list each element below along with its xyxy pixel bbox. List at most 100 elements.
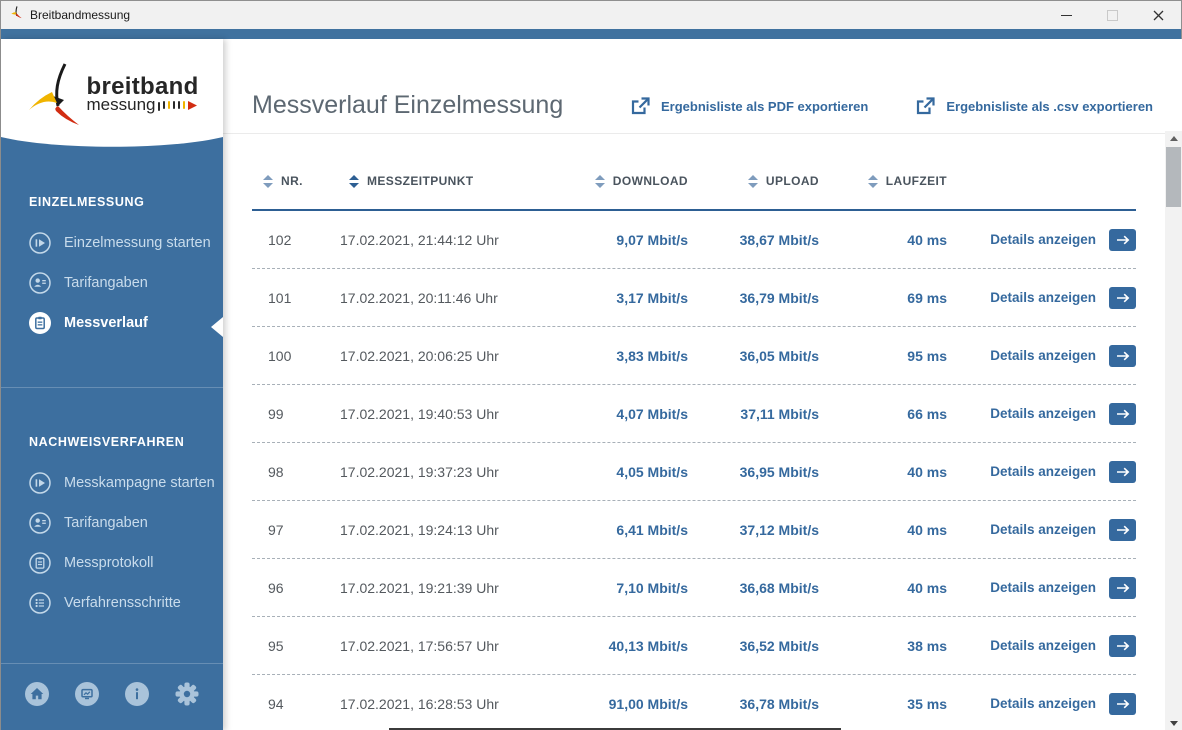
cell-messzeitpunkt: 17.02.2021, 19:24:13 Uhr (340, 521, 499, 538)
details-arrow-button[interactable] (1109, 634, 1136, 657)
details-link[interactable]: Details anzeigen (990, 696, 1096, 711)
table-body: 102 17.02.2021, 21:44:12 Uhr 9,07 Mbit/s… (252, 211, 1136, 730)
cell-upload: 37,12 Mbit/s (739, 521, 819, 538)
person-icon (29, 272, 51, 294)
sidebar-item-label: Messprotokoll (64, 555, 154, 571)
export-csv-link[interactable]: Ergebnisliste als .csv exportieren (914, 96, 1153, 116)
info-icon (125, 682, 149, 706)
cell-nr: 95 (268, 637, 284, 654)
arrow-right-icon (1116, 467, 1129, 476)
scrollbar-thumb[interactable] (1166, 147, 1181, 207)
logo-swoosh-icon (28, 63, 79, 125)
details-arrow-button[interactable] (1109, 286, 1136, 309)
sidebar-item-messverlauf[interactable]: Messverlauf (1, 303, 223, 343)
cell-laufzeit: 40 ms (907, 521, 947, 538)
table-row: 99 17.02.2021, 19:40:53 Uhr 4,07 Mbit/s … (252, 385, 1136, 443)
arrow-right-icon (1116, 583, 1129, 592)
settings-gear-icon (175, 682, 199, 706)
column-header-nr[interactable]: NR. (252, 174, 340, 188)
details-link[interactable]: Details anzeigen (990, 580, 1096, 595)
sidebar-item-tarifangaben-2[interactable]: Tarifangaben (1, 503, 223, 543)
sidebar-footer (1, 664, 223, 706)
table-row: 96 17.02.2021, 19:21:39 Uhr 7,10 Mbit/s … (252, 559, 1136, 617)
vertical-scrollbar (1165, 131, 1182, 730)
cell-laufzeit: 40 ms (907, 231, 947, 248)
cell-laufzeit: 40 ms (907, 579, 947, 596)
cell-upload: 36,79 Mbit/s (739, 289, 819, 306)
scrollbar-down-arrow[interactable] (1165, 716, 1182, 730)
details-link[interactable]: Details anzeigen (990, 638, 1096, 653)
export-pdf-label: Ergebnisliste als PDF exportieren (660, 98, 869, 114)
arrow-right-icon (1116, 525, 1129, 534)
cell-upload: 37,11 Mbit/s (740, 405, 819, 422)
monitor-button[interactable] (75, 682, 99, 706)
details-link[interactable]: Details anzeigen (990, 522, 1096, 537)
cell-messzeitpunkt: 17.02.2021, 21:44:12 Uhr (340, 231, 499, 248)
sidebar-item-verfahrensschritte[interactable]: Verfahrensschritte (1, 583, 223, 623)
details-arrow-button[interactable] (1109, 518, 1136, 541)
column-header-upload[interactable]: UPLOAD (710, 174, 841, 188)
cell-upload: 38,67 Mbit/s (739, 231, 819, 248)
cell-nr: 96 (268, 579, 284, 596)
column-header-laufzeit[interactable]: LAUFZEIT (841, 174, 969, 188)
details-arrow-button[interactable] (1109, 576, 1136, 599)
sort-icon (263, 174, 273, 188)
column-header-download[interactable]: DOWNLOAD (570, 174, 710, 188)
details-link[interactable]: Details anzeigen (990, 348, 1096, 363)
sidebar-item-label: Messverlauf (64, 315, 148, 331)
arrow-right-icon (1116, 351, 1129, 360)
info-button[interactable] (125, 682, 149, 706)
sidebar-item-einzelmessung-starten[interactable]: Einzelmessung starten (1, 223, 223, 263)
sidebar: breitband messung (1, 39, 223, 730)
export-icon (631, 97, 650, 115)
close-button[interactable] (1135, 1, 1181, 29)
home-icon (25, 682, 49, 706)
table-row: 101 17.02.2021, 20:11:46 Uhr 3,17 Mbit/s… (252, 269, 1136, 327)
sidebar-item-messkampagne-starten[interactable]: Messkampagne starten (1, 463, 223, 503)
export-icon (917, 97, 935, 115)
active-item-notch (211, 317, 223, 337)
maximize-button[interactable] (1089, 1, 1135, 29)
cell-download: 4,05 Mbit/s (616, 463, 688, 480)
page-header: Messverlauf Einzelmessung Ergebnisliste … (223, 39, 1182, 134)
cell-download: 3,83 Mbit/s (616, 347, 688, 364)
scrollbar-up-arrow[interactable] (1165, 131, 1182, 146)
page-title: Messverlauf Einzelmessung (252, 91, 564, 119)
arrow-right-icon (1116, 409, 1129, 418)
cell-nr: 99 (268, 405, 284, 422)
sidebar-item-messprotokoll[interactable]: Messprotokoll (1, 543, 223, 583)
sort-icon (594, 174, 605, 188)
cell-messzeitpunkt: 17.02.2021, 19:40:53 Uhr (340, 405, 499, 422)
sort-icon (747, 174, 758, 188)
details-arrow-button[interactable] (1109, 228, 1136, 251)
sidebar-item-tarifangaben-1[interactable]: Tarifangaben (1, 263, 223, 303)
table-row: 97 17.02.2021, 19:24:13 Uhr 6,41 Mbit/s … (252, 501, 1136, 559)
table-row: 98 17.02.2021, 19:37:23 Uhr 4,05 Mbit/s … (252, 443, 1136, 501)
sidebar-nav: EINZELMESSUNG Einzelmessung starten (1, 135, 223, 706)
top-accent-strip (1, 29, 1181, 39)
details-link[interactable]: Details anzeigen (990, 406, 1096, 421)
cell-download: 9,07 Mbit/s (616, 231, 688, 248)
details-link[interactable]: Details anzeigen (990, 464, 1096, 479)
main-content: Messverlauf Einzelmessung Ergebnisliste … (223, 39, 1182, 730)
sidebar-footer-divider (1, 663, 223, 664)
column-header-messzeitpunkt[interactable]: MESSZEITPUNKT (340, 174, 570, 188)
cell-messzeitpunkt: 17.02.2021, 20:06:25 Uhr (340, 347, 499, 364)
details-arrow-button[interactable] (1109, 402, 1136, 425)
settings-button[interactable] (175, 682, 199, 706)
details-link[interactable]: Details anzeigen (990, 290, 1096, 305)
details-arrow-button[interactable] (1109, 344, 1136, 367)
sort-icon-active (349, 174, 359, 188)
sidebar-item-label: Messkampagne starten (64, 475, 215, 491)
export-pdf-link[interactable]: Ergebnisliste als PDF exportieren (629, 96, 868, 116)
details-arrow-button[interactable] (1109, 460, 1136, 483)
cell-upload: 36,78 Mbit/s (739, 695, 819, 712)
minimize-button[interactable] (1043, 1, 1089, 29)
cell-laufzeit: 40 ms (907, 463, 947, 480)
measurement-table: NR. MESSZEITPUNKT DOWNLOAD (252, 134, 1136, 730)
details-link[interactable]: Details anzeigen (990, 232, 1096, 247)
table-row: 100 17.02.2021, 20:06:25 Uhr 3,83 Mbit/s… (252, 327, 1136, 385)
cell-upload: 36,68 Mbit/s (739, 579, 819, 596)
home-button[interactable] (25, 682, 49, 706)
details-arrow-button[interactable] (1109, 692, 1136, 715)
